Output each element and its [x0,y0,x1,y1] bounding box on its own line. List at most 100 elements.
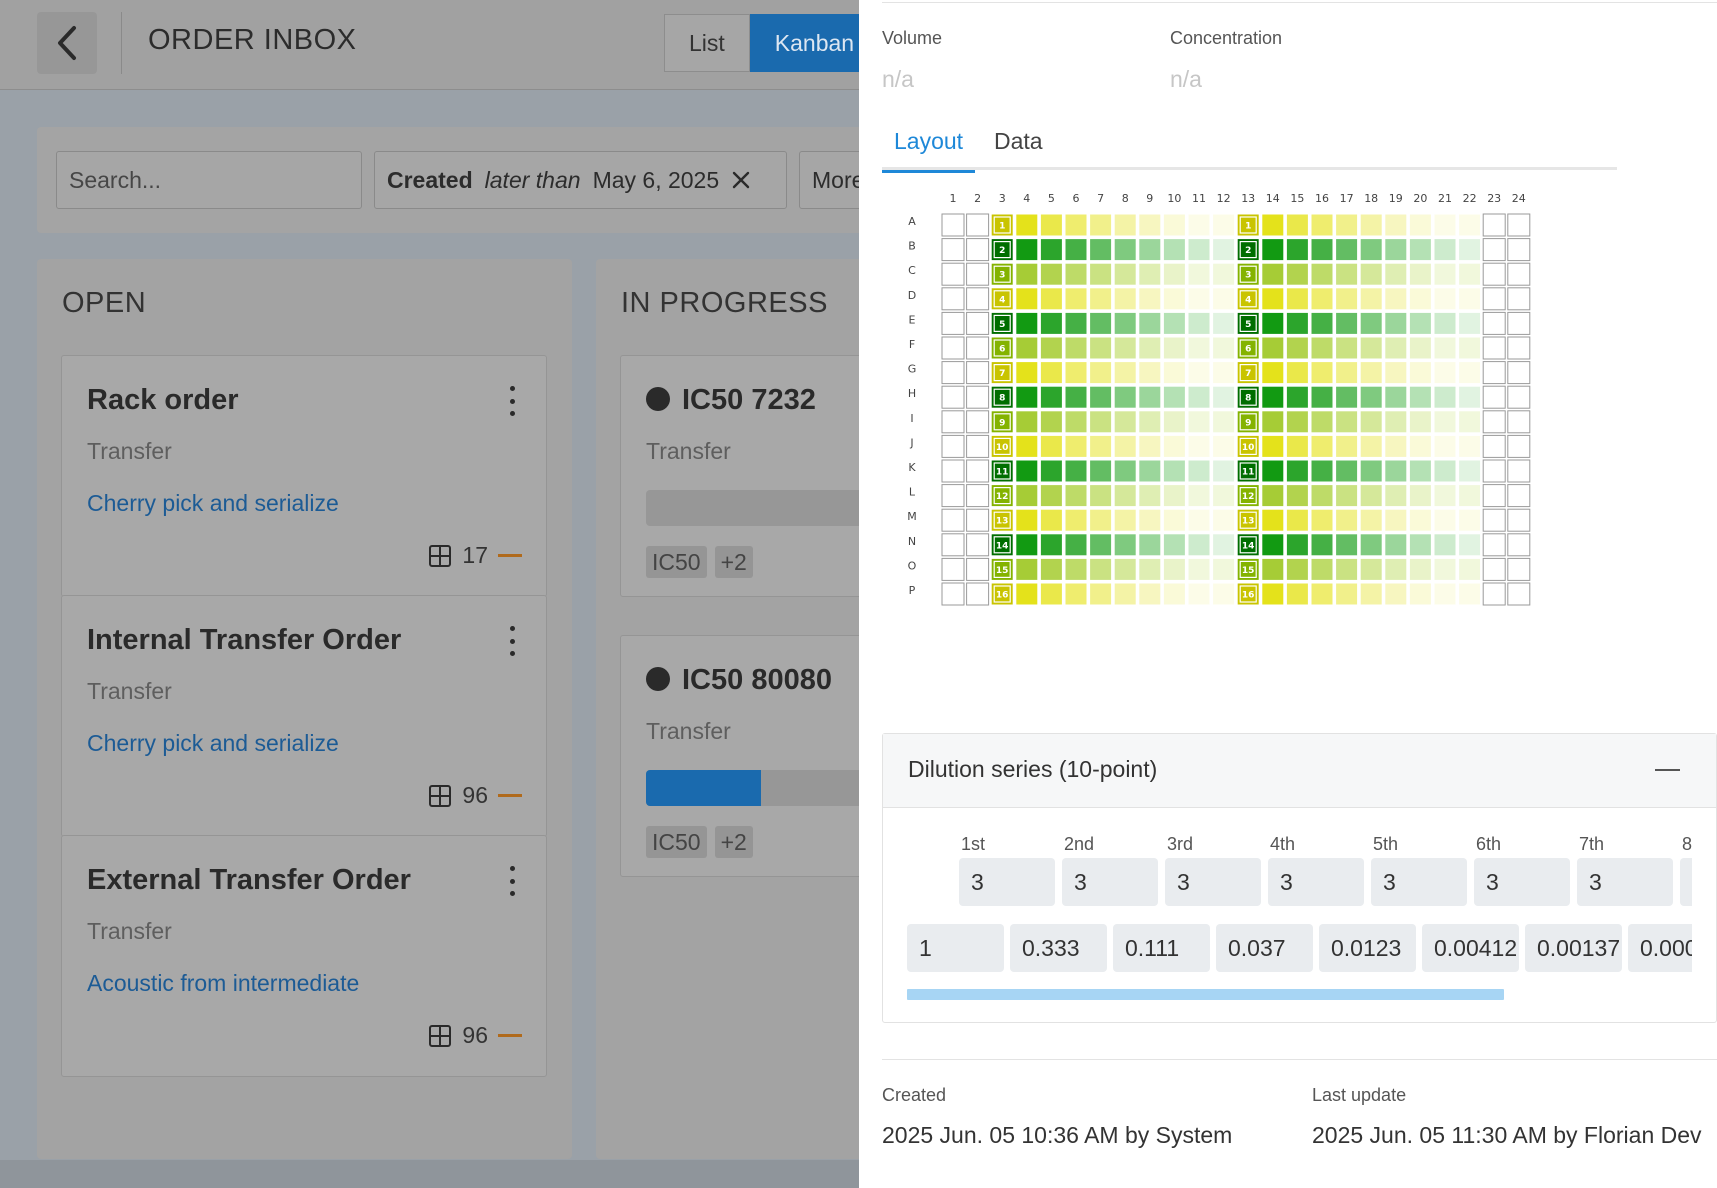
plate-well[interactable] [1408,434,1432,458]
plate-well[interactable] [1113,213,1137,237]
plate-well[interactable] [1359,262,1383,286]
plate-well[interactable] [1458,311,1482,335]
plate-well[interactable] [1015,557,1039,581]
plate-well[interactable] [1433,287,1457,311]
plate-well[interactable] [1039,336,1063,360]
horizontal-scrollbar[interactable] [907,989,1504,1000]
plate-well[interactable] [1089,213,1113,237]
plate-well[interactable] [1285,213,1309,237]
plate-well[interactable] [1015,434,1039,458]
plate-well[interactable] [1507,410,1531,434]
plate-well[interactable] [941,459,965,483]
plate-well[interactable] [1015,385,1039,409]
plate-well[interactable] [1113,287,1137,311]
plate-well[interactable] [1285,533,1309,557]
plate-well[interactable] [1335,459,1359,483]
plate-well[interactable] [1212,311,1236,335]
plate-well[interactable] [1212,557,1236,581]
plate-well[interactable] [1261,262,1285,286]
plate-well[interactable] [1433,238,1457,262]
plate-well[interactable] [1261,557,1285,581]
plate-well[interactable] [1162,582,1186,606]
plate-well[interactable] [1113,311,1137,335]
plate-well[interactable] [1261,459,1285,483]
plate-well[interactable] [1162,361,1186,385]
plate-well[interactable] [1408,238,1432,262]
plate-well[interactable] [1261,336,1285,360]
plate-well[interactable] [1113,582,1137,606]
plate-well[interactable] [1039,434,1063,458]
plate-well[interactable] [1335,213,1359,237]
plate-well[interactable] [1433,459,1457,483]
plate-well[interactable] [941,262,965,286]
plate-well[interactable] [941,361,965,385]
plate-well[interactable] [1138,287,1162,311]
plate-well[interactable] [941,582,965,606]
plate-well[interactable] [941,557,965,581]
close-icon[interactable] [731,170,751,190]
plate-well[interactable] [1384,262,1408,286]
plate-well[interactable] [1458,508,1482,532]
plate-well[interactable] [1285,336,1309,360]
plate-well[interactable] [1212,238,1236,262]
plate-well[interactable] [941,508,965,532]
plate-well[interactable] [1482,557,1506,581]
plate-well[interactable] [1162,287,1186,311]
plate-well[interactable] [941,287,965,311]
plate-well[interactable] [1113,361,1137,385]
plate-well[interactable] [1482,434,1506,458]
plate-well[interactable] [966,287,990,311]
concentration-cell[interactable]: 1 [907,924,1004,972]
plate-well[interactable] [966,238,990,262]
plate-well[interactable] [1261,484,1285,508]
plate-well[interactable] [1089,557,1113,581]
plate-well[interactable] [1064,311,1088,335]
plate-well[interactable] [941,434,965,458]
plate-well[interactable] [966,410,990,434]
plate-well[interactable] [1162,336,1186,360]
plate-well[interactable] [1212,484,1236,508]
plate-well[interactable] [1408,361,1432,385]
plate-well[interactable] [1384,287,1408,311]
plate-well[interactable] [1064,508,1088,532]
plate-well[interactable] [1359,582,1383,606]
plate-well[interactable] [1433,262,1457,286]
plate-well[interactable] [1408,385,1432,409]
plate-well[interactable] [1064,557,1088,581]
plate-well[interactable] [966,336,990,360]
plate-well[interactable] [1064,434,1088,458]
plate-well[interactable] [1089,287,1113,311]
plate-well[interactable] [1187,238,1211,262]
plate-well[interactable] [1507,238,1531,262]
plate-well[interactable] [1408,557,1432,581]
plate-well[interactable] [1458,361,1482,385]
plate-well[interactable] [966,459,990,483]
plate-well[interactable] [1335,434,1359,458]
plate-well[interactable] [1433,213,1457,237]
kanban-view-button[interactable]: Kanban [749,14,880,72]
plate-well[interactable] [1310,508,1334,532]
plate-well[interactable] [1162,557,1186,581]
plate-well[interactable] [1408,459,1432,483]
plate-well[interactable] [1261,361,1285,385]
plate-well[interactable] [1507,336,1531,360]
plate-well[interactable] [1039,557,1063,581]
plate-well[interactable] [1113,385,1137,409]
plate-well[interactable] [1335,238,1359,262]
search-input[interactable]: Search... [56,151,362,209]
plate-well[interactable] [1359,434,1383,458]
plate-well[interactable] [1089,508,1113,532]
plate-well[interactable] [1408,287,1432,311]
plate-well[interactable] [1310,213,1334,237]
plate-well[interactable] [1015,459,1039,483]
plate-well[interactable] [1212,434,1236,458]
plate-well[interactable] [1359,213,1383,237]
back-button[interactable] [37,12,97,74]
plate-well[interactable] [1384,434,1408,458]
plate-well[interactable] [1433,533,1457,557]
dilution-factor-input[interactable]: 3 [1474,858,1570,906]
plate-well[interactable] [1064,213,1088,237]
plate-well[interactable] [1335,311,1359,335]
plate-well[interactable] [1162,262,1186,286]
dilution-factor-input[interactable]: 3 [1062,858,1158,906]
